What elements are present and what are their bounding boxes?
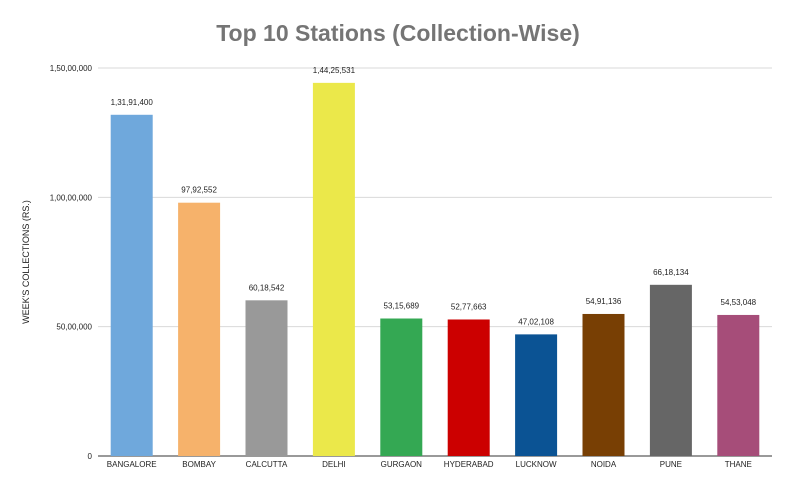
data-label: 53,15,689: [384, 302, 420, 311]
bar: [515, 334, 558, 456]
x-tick-label: NOIDA: [591, 460, 617, 469]
data-label: 60,18,542: [249, 283, 285, 292]
chart-title: Top 10 Stations (Collection-Wise): [216, 20, 580, 46]
data-label: 66,18,134: [653, 268, 689, 277]
bar: [447, 319, 490, 456]
y-tick-label: 50,00,000: [56, 323, 92, 332]
bar: [582, 313, 625, 456]
bar: [717, 314, 760, 456]
data-label: 54,91,136: [586, 297, 622, 306]
x-tick-label: LUCKNOW: [516, 460, 557, 469]
bar: [178, 202, 221, 456]
data-label: 52,77,663: [451, 302, 487, 311]
x-tick-label: BANGALORE: [107, 460, 157, 469]
x-tick-label: DELHI: [322, 460, 346, 469]
data-label: 1,31,91,400: [111, 98, 154, 107]
y-tick-label: 1,50,00,000: [50, 64, 93, 73]
bar: [110, 114, 153, 456]
data-label: 1,44,25,531: [313, 66, 356, 75]
data-label: 47,02,108: [518, 317, 554, 326]
bar: [312, 82, 355, 457]
x-tick-label: THANE: [725, 460, 752, 469]
bar: [649, 284, 692, 456]
x-tick-label: HYDERABAD: [444, 460, 494, 469]
x-tick-label: PUNE: [660, 460, 682, 469]
data-label: 97,92,552: [181, 186, 217, 195]
x-tick-label: CALCUTTA: [246, 460, 288, 469]
x-tick-label: GURGAON: [381, 460, 423, 469]
data-label: 54,53,048: [721, 298, 757, 307]
bar: [380, 318, 423, 456]
y-tick-label: 1,00,00,000: [50, 193, 93, 202]
y-tick-label: 0: [88, 452, 93, 461]
bar: [245, 300, 288, 456]
x-tick-label: BOMBAY: [182, 460, 216, 469]
